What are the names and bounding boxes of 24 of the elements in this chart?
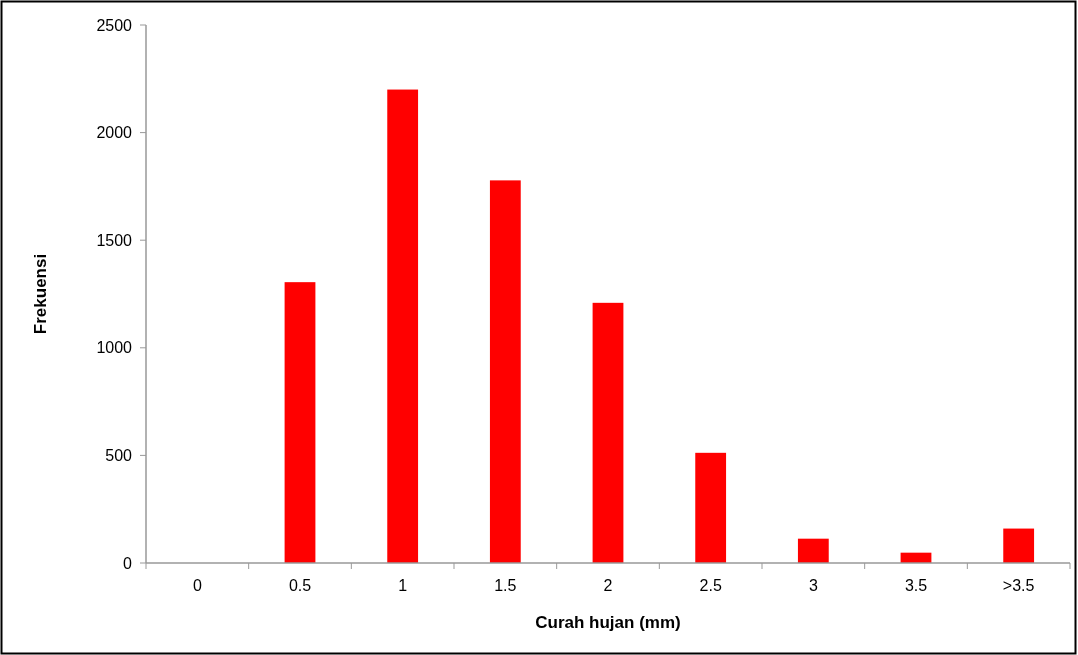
y-tick-label: 1000 [96,339,133,357]
y-axis-title: Frekuensi [31,253,50,335]
x-tick-label: >3.5 [1002,577,1035,594]
x-tick-label: 1.5 [494,577,517,594]
x-tick-label: 3.5 [904,577,928,594]
x-tick-label: 2.5 [699,577,722,594]
bar [489,180,521,563]
x-tick-label: 1 [398,577,408,594]
x-tick-label: 2 [603,577,613,594]
y-tick-label: 2000 [96,124,133,142]
x-tick-label: 3 [808,577,818,594]
y-tick-label: 500 [105,447,133,464]
x-tick-label: 0.5 [288,577,312,594]
y-tick-label: 1500 [96,231,133,249]
bar [387,89,419,563]
bar [695,452,727,563]
bar [797,538,829,563]
bar [284,282,316,563]
x-axis-title: Curah hujan (mm) [535,613,681,632]
y-tick-label: 0 [123,554,133,572]
y-tick-label: 2500 [96,16,133,34]
bar [592,302,624,563]
bar [1003,528,1035,563]
x-tick-label: 0 [192,577,202,594]
